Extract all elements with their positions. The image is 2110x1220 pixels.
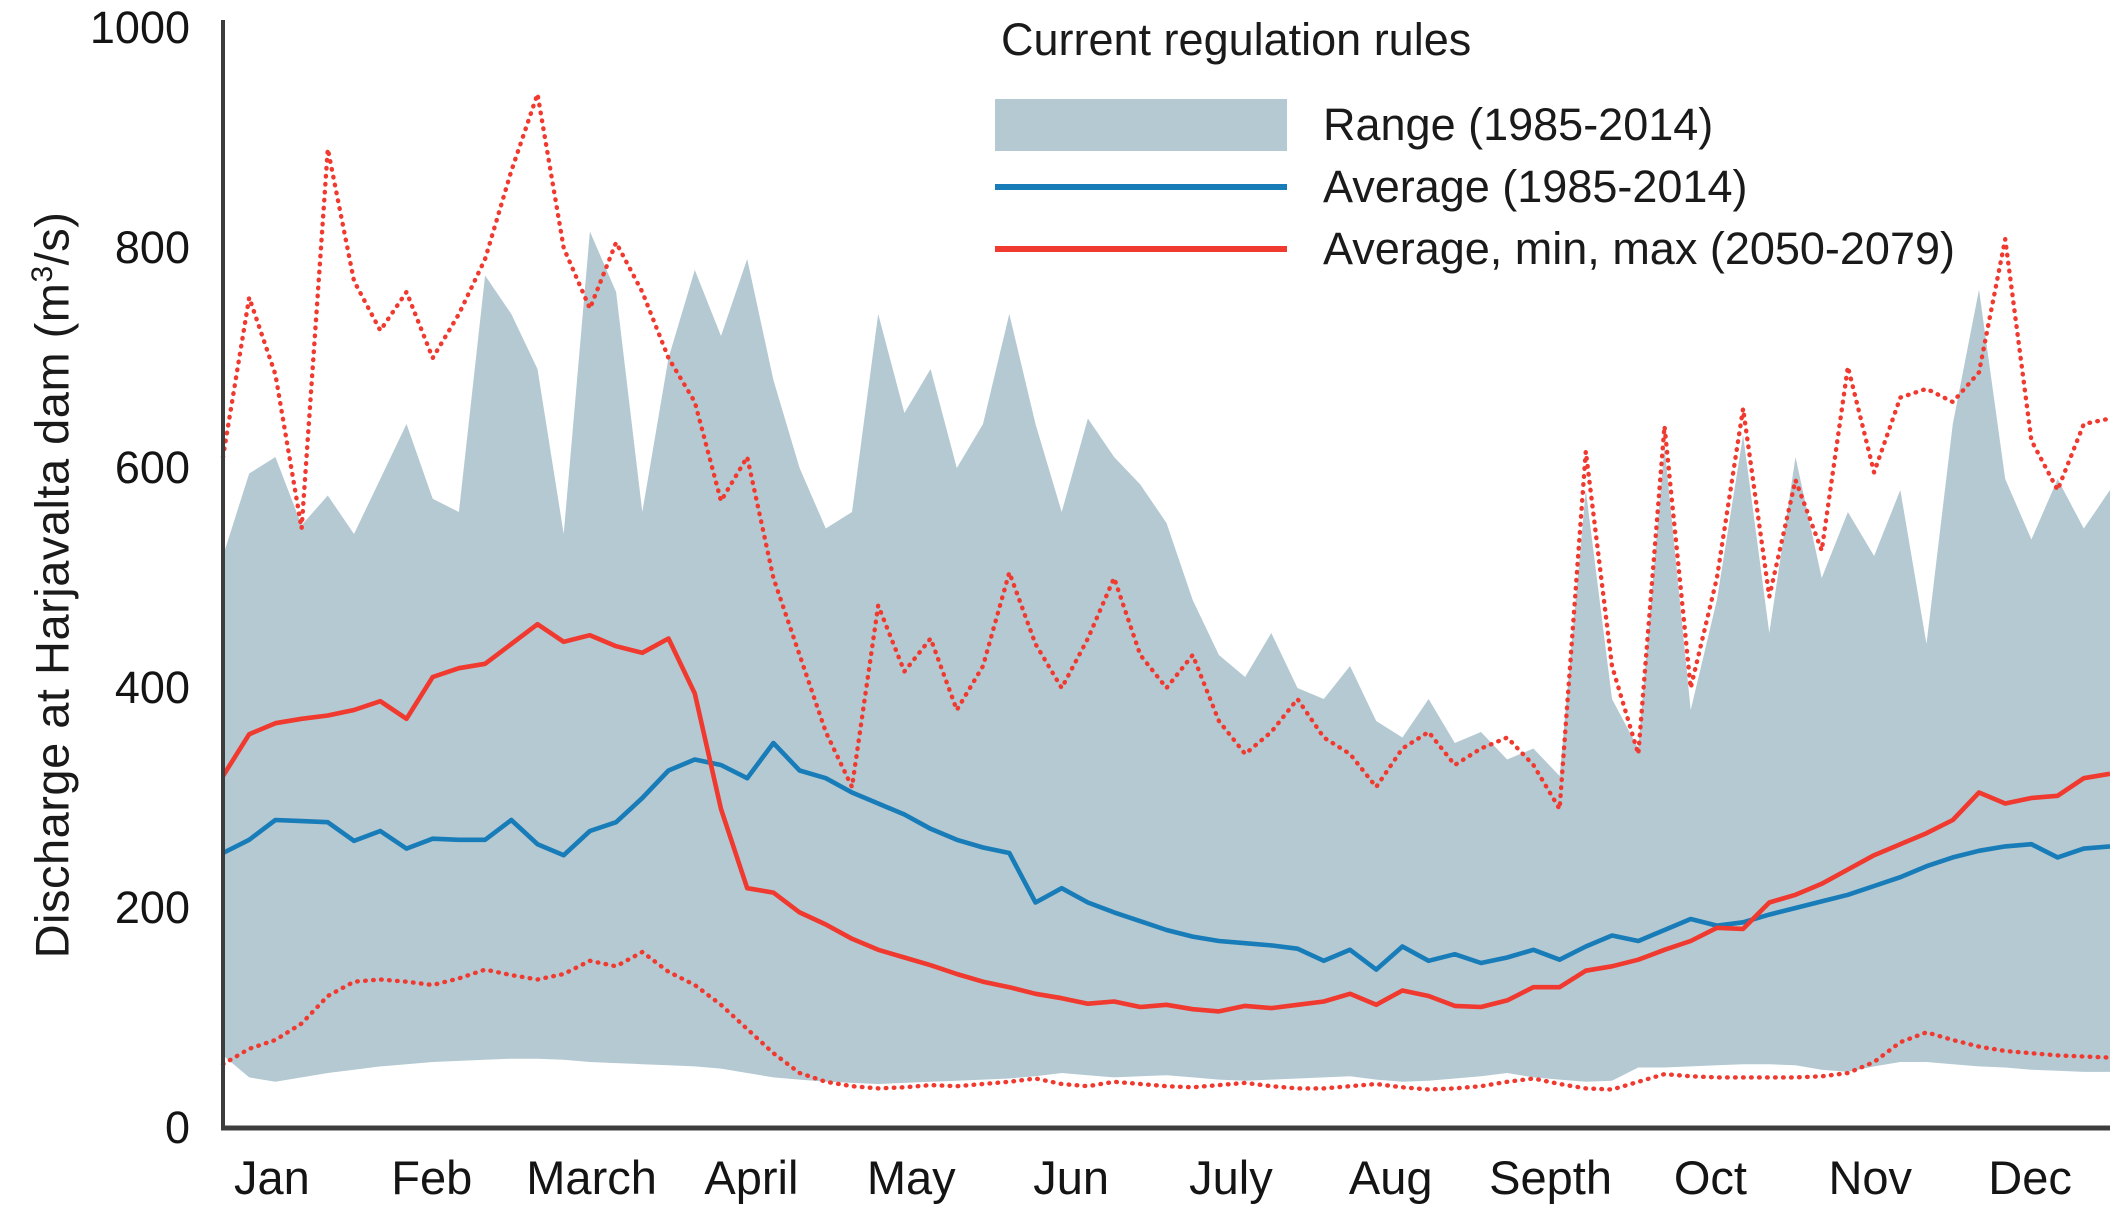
series-min-2050-2079- <box>220 949 2110 1092</box>
series-max-2050-2079- <box>220 91 2110 812</box>
x-tick-label-aug: Aug <box>1348 1151 1433 1204</box>
x-tick-label-may: May <box>866 1151 956 1204</box>
y-tick-label-600: 600 <box>114 442 190 493</box>
y-axis-title: Discharge at Harjavalta dam (m3/s) <box>25 211 79 959</box>
x-tick-label-dec: Dec <box>1988 1151 2072 1204</box>
legend-label-future: Average, min, max (2050-2079) <box>1323 223 1955 274</box>
x-tick-label-septh: Septh <box>1489 1151 1612 1204</box>
y-tick-label-800: 800 <box>114 222 190 273</box>
x-tick-label-july: July <box>1189 1151 1273 1204</box>
series-average-1985-2014- <box>221 740 2110 972</box>
x-tick-label-oct: Oct <box>1673 1151 1747 1204</box>
y-tick-label-0: 0 <box>164 1102 190 1153</box>
legend-label-range: Range (1985-2014) <box>1323 99 1714 150</box>
y-tick-label-200: 200 <box>114 882 190 933</box>
legend: Current regulation rules Range (1985-201… <box>995 14 1955 280</box>
legend-item-range: Range (1985-2014) <box>995 94 1955 156</box>
x-tick-label-jan: Jan <box>234 1151 310 1204</box>
y-tick-label-400: 400 <box>114 662 190 713</box>
range-band-area <box>223 231 2110 1084</box>
legend-title: Current regulation rules <box>1001 14 1472 65</box>
x-tick-label-jun: Jun <box>1033 1151 1109 1204</box>
average-line-swatch-icon <box>995 184 1287 190</box>
x-tick-label-nov: Nov <box>1828 1151 1913 1204</box>
x-tick-label-march: March <box>526 1151 657 1204</box>
legend-item-average-hist: Average (1985-2014) <box>995 156 1955 218</box>
range-band-swatch-icon <box>995 99 1287 151</box>
y-tick-label-1000: 1000 <box>89 2 190 53</box>
x-tick-label-april: April <box>704 1151 799 1204</box>
x-tick-label-feb: Feb <box>391 1151 473 1204</box>
legend-item-future: Average, min, max (2050-2079) <box>995 218 1955 280</box>
legend-label-average-hist: Average (1985-2014) <box>1323 161 1748 212</box>
series-average-2050-2079- <box>221 621 2110 1014</box>
future-line-swatch-icon <box>995 246 1287 252</box>
